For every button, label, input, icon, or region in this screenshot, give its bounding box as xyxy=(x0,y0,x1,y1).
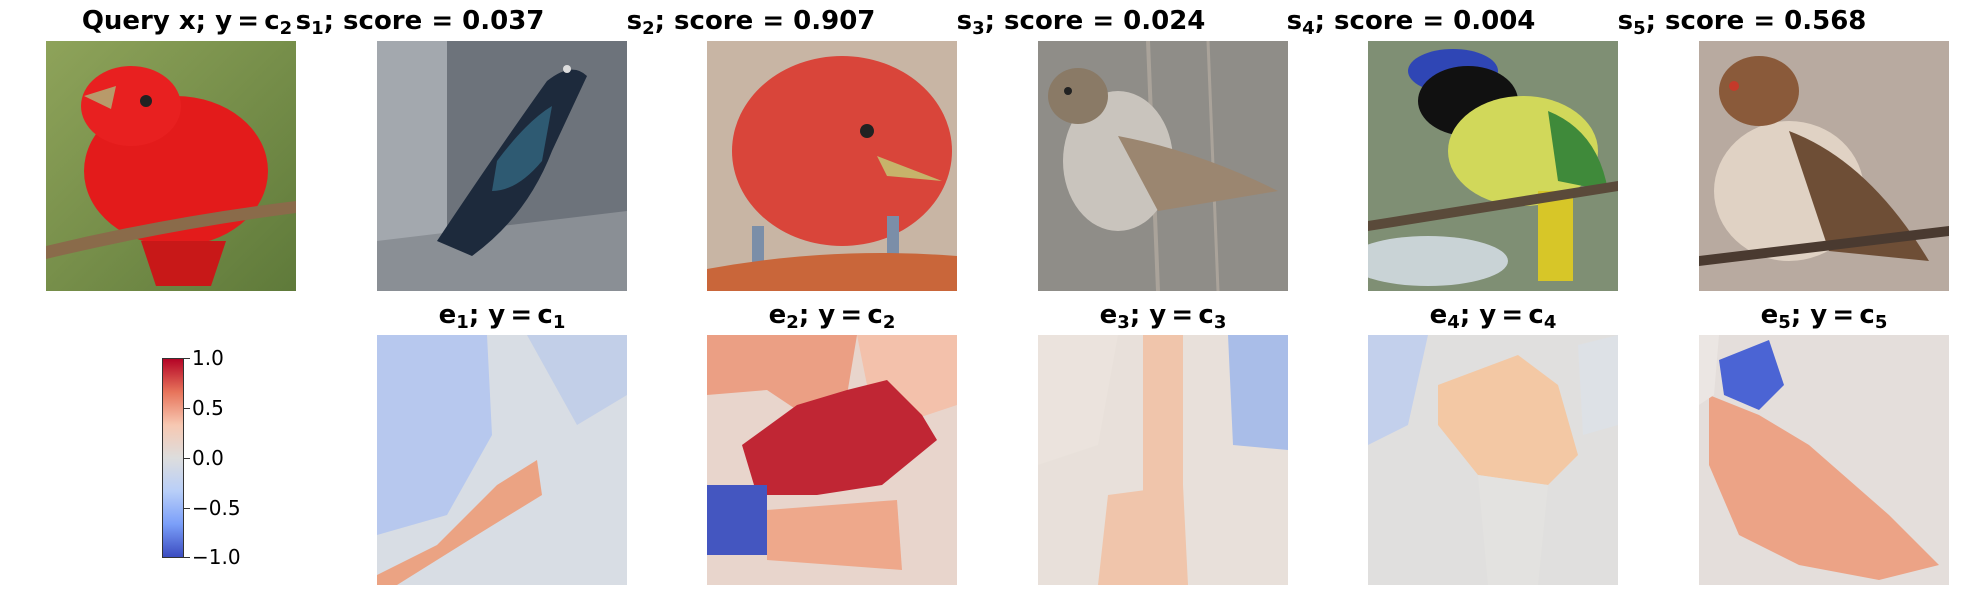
colorbar-tick-label: 1.0 xyxy=(192,346,224,370)
explanation-heatmap-5 xyxy=(1699,335,1949,585)
sample-image-1 xyxy=(377,41,627,291)
sample-image-4 xyxy=(1368,41,1618,291)
query-title: Query x; y = c2 xyxy=(81,6,293,39)
sample-image-5 xyxy=(1699,41,1949,291)
sample-title-1: s1; score = 0.037 xyxy=(295,6,545,39)
colorbar-tick-label: −0.5 xyxy=(192,496,241,520)
colorbar-tick-label: 0.0 xyxy=(192,446,224,470)
explanation-heatmap-2 xyxy=(707,335,957,585)
explanation-heatmap-3 xyxy=(1038,335,1288,585)
colorbar-tick xyxy=(184,408,190,409)
explanation-heatmap-4 xyxy=(1368,335,1618,585)
explanation-heatmap-1 xyxy=(377,335,627,585)
colorbar-tick xyxy=(184,508,190,509)
explanation-title-3: e3; y = c3 xyxy=(1099,300,1227,333)
colorbar-tick xyxy=(184,557,190,558)
explanation-title-2: e2; y = c2 xyxy=(768,300,896,333)
colorbar-tick-label: −1.0 xyxy=(192,545,241,569)
colorbar xyxy=(162,358,184,558)
query-image xyxy=(46,41,296,291)
explanation-title-1: e1; y = c1 xyxy=(438,300,566,333)
sample-title-4: s4; score = 0.004 xyxy=(1286,6,1536,39)
colorbar-tick-label: 0.5 xyxy=(192,396,224,420)
explanation-title-5: e5; y = c5 xyxy=(1760,300,1888,333)
sample-image-3 xyxy=(1038,41,1288,291)
sample-image-2 xyxy=(707,41,957,291)
colorbar-tick xyxy=(184,358,190,359)
sample-title-2: s2; score = 0.907 xyxy=(626,6,876,39)
explanation-title-4: e4; y = c4 xyxy=(1429,300,1557,333)
sample-title-3: s3; score = 0.024 xyxy=(956,6,1206,39)
sample-title-5: s5; score = 0.568 xyxy=(1617,6,1867,39)
colorbar-tick xyxy=(184,458,190,459)
